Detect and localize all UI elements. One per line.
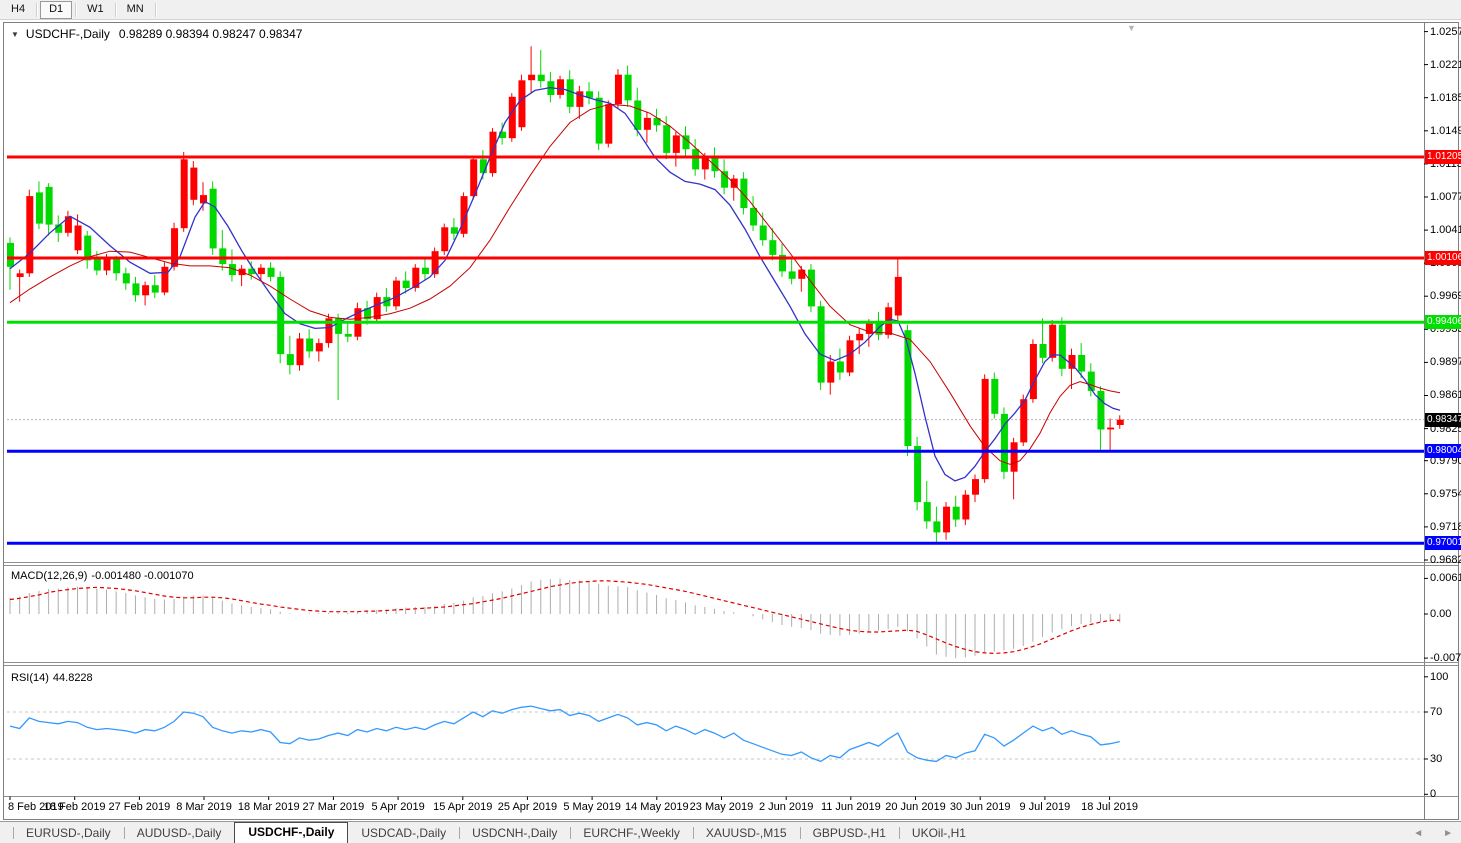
tab-scroll-left-icon[interactable]: ◄ [1413,828,1424,839]
date-axis-label: 18 Jul 2019 [1081,801,1138,813]
rsi-axis-label: 0 [1430,788,1437,801]
macd-histogram [9,578,1121,659]
macd-name: MACD(12,26,9) [11,570,88,582]
chart-shift-marker-icon[interactable]: ▼ [1127,23,1136,33]
chart-tabs-bar: ◄ ► EURUSD-,Daily AUDUSD-,Daily USDCHF-,Da… [0,821,1461,843]
timeframe-toolbar: H4 D1 W1 MN [0,0,1461,20]
rsi-line [9,705,1120,763]
chart-ohlc-values: 0.98289 0.98394 0.98247 0.98347 [118,27,303,41]
rsi-level-lines [7,711,1424,760]
tab-scroll-arrows: ◄ ► [1413,828,1453,839]
rsi-indicator-label: RSI(14) 44.8228 [11,672,97,684]
chart-tab-usdcad-daily[interactable]: USDCAD-,Daily [361,826,447,840]
date-axis-label: 27 Mar 2019 [302,801,365,813]
price-axis-label: 1.01490 [1430,124,1461,137]
toolbar-separator [36,2,38,17]
dropdown-icon[interactable]: ▼ [11,29,19,39]
date-axis-label: 23 May 2019 [689,801,754,813]
rsi-axis-label: 30 [1430,753,1443,765]
toolbar-separator [114,2,116,17]
macd-axis-label: 0.00 [1430,608,1452,620]
price-axis-label: 1.02570 [1430,25,1461,38]
rsi-name: RSI(14) [11,672,49,684]
chart-tab-xauusd-m15[interactable]: XAUUSD-,M15 [692,823,800,843]
support-resistance-lines [7,155,1424,545]
date-axis-label: 14 May 2019 [624,801,689,813]
macd-axis-label: 0.00613 [1430,572,1461,585]
date-axis-label: 25 Apr 2019 [497,801,558,813]
chart-tab-eurchf-weekly[interactable]: EURCHF-,Weekly [570,823,692,843]
date-axis-label: 18 Feb 2019 [43,801,106,813]
tab-scroll-right-icon[interactable]: ► [1443,828,1453,839]
toolbar-separator [75,2,77,17]
rsi-axis-label: 100 [1430,670,1449,683]
price-axis-label: 1.01850 [1430,91,1461,104]
timeframe-button-w1[interactable]: W1 [87,2,104,15]
price-axis-label: 1.02210 [1430,58,1461,71]
chart-tab-usdcnh-daily[interactable]: USDCNH-,Daily [459,823,570,843]
price-line-badge: 0.98004 [1425,444,1461,459]
macd-values: -0.001480 -0.001070 [91,570,194,582]
rsi-axis-label: 70 [1430,706,1443,718]
date-axis-label: 27 Feb 2019 [108,801,171,813]
price-line-badge: 0.99406 [1425,315,1461,330]
date-axis-label: 5 Apr 2019 [371,801,425,813]
chart-tab-usdchf-daily[interactable]: USDCHF-,Daily [234,822,349,843]
date-axis-label: 5 May 2019 [563,801,621,813]
chart-title: ▼ USDCHF-,Daily 0.98289 0.98394 0.98247 … [11,27,302,41]
timeframe-button-d1[interactable]: D1 [40,0,73,19]
chart-symbol-period: USDCHF-,Daily [25,27,110,41]
macd-signal-line [9,580,1120,655]
date-axis-label: 2 Jun 2019 [758,801,814,813]
price-line-badge: 1.01205 [1425,150,1461,164]
rsi-value: 44.8228 [52,672,93,684]
date-axis-label: 15 Apr 2019 [433,801,493,813]
chart-tab-ukoil-h1[interactable]: UKOil-,H1 [898,823,979,843]
price-axis-label: 1.00770 [1430,190,1461,203]
date-axis-label: 9 Jul 2019 [1019,801,1071,813]
date-axis-label: 8 Feb 2019 [8,801,64,813]
timeframe-button-mn[interactable]: MN [126,2,144,15]
chart-tab-audusd-daily[interactable]: AUDUSD-,Daily [123,823,235,843]
date-axis-label: 30 Jun 2019 [949,801,1011,813]
date-axis-label: 20 Jun 2019 [885,801,946,813]
current-price-badge: 0.98347 [1425,412,1461,427]
date-axis-label: 11 Jun 2019 [820,801,881,813]
macd-indicator-label: MACD(12,26,9) -0.001480 -0.001070 [11,570,198,582]
price-line-badge: 1.00106 [1425,250,1461,265]
timeframe-button-h4[interactable]: H4 [11,2,26,15]
toolbar-separator [154,2,156,17]
chart-tab-gbpusd-h1[interactable]: GBPUSD-,H1 [799,823,899,843]
date-axis-label: 8 Mar 2019 [176,801,232,813]
price-line-badge: 0.97001 [1425,536,1461,551]
ma-slow-line [9,103,1121,465]
chart-tab-eurusd-daily[interactable]: EURUSD-,Daily [13,823,124,843]
date-axis-label: 18 Mar 2019 [237,801,300,813]
macd-axis-label: -0.00761 [1430,652,1461,665]
chart-plot-area[interactable] [7,23,1424,797]
